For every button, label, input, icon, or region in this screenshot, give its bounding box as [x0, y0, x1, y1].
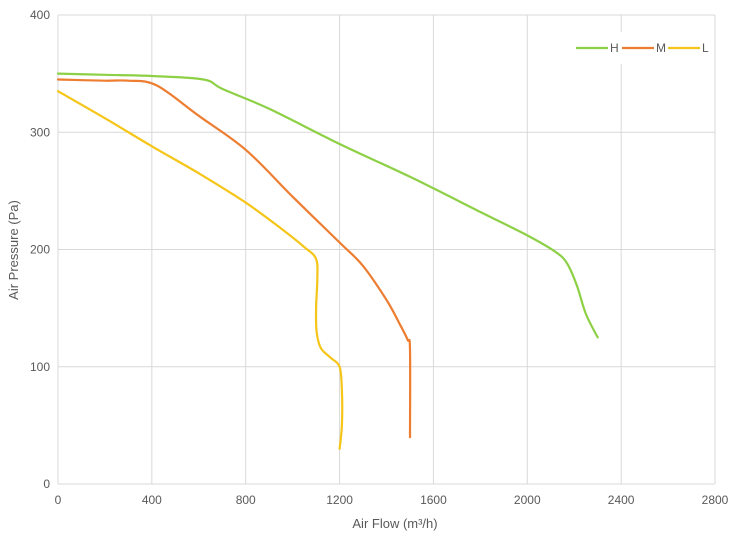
- x-axis-label: Air Flow (m³/h): [352, 516, 437, 531]
- x-tick-label: 0: [55, 493, 62, 507]
- series-line-l: [56, 90, 344, 450]
- tick-labels: 0 100 200 300 400 0 400 800 1200 1600 2000 2400 2800: [30, 8, 729, 507]
- y-tick-label: 400: [30, 8, 50, 22]
- grid-lines: [57, 14, 716, 485]
- x-tick-label: 2400: [608, 493, 635, 507]
- y-axis-label: Air Pressure (Pa): [6, 200, 21, 300]
- legend-label-h: H: [610, 41, 619, 55]
- x-tick-label: 2000: [514, 493, 541, 507]
- x-tick-label: 1600: [420, 493, 447, 507]
- legend-label-l: L: [702, 41, 709, 55]
- y-tick-label: 200: [30, 243, 50, 257]
- y-tick-label: 0: [43, 477, 50, 491]
- series-lines: [56, 72, 599, 450]
- x-tick-label: 2800: [702, 493, 729, 507]
- x-tick-label: 1200: [326, 493, 353, 507]
- x-tick-label: 400: [142, 493, 162, 507]
- series-line-h: [56, 72, 599, 339]
- y-tick-label: 300: [30, 125, 50, 139]
- legend-label-m: M: [656, 41, 666, 55]
- series-line-m: [56, 78, 412, 439]
- x-tick-label: 800: [236, 493, 256, 507]
- y-tick-label: 100: [30, 360, 50, 374]
